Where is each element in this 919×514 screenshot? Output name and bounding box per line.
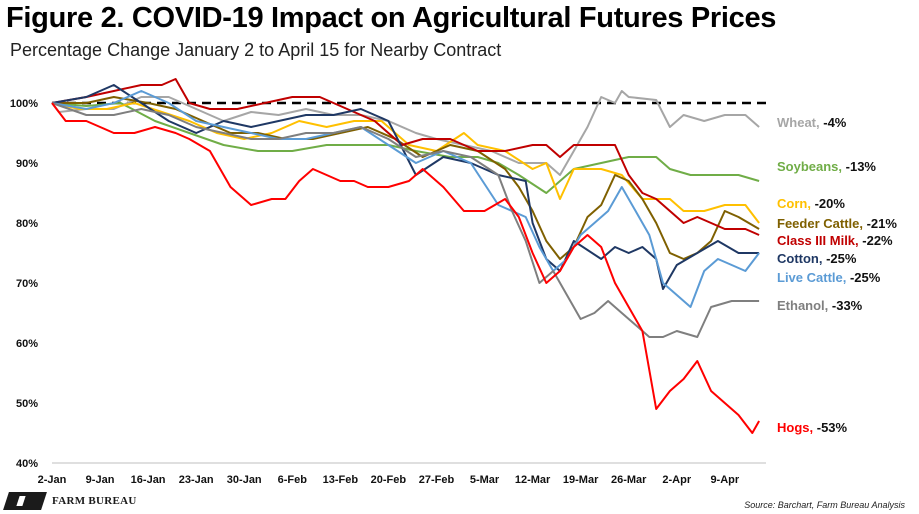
series-label-hogs: Hogs, -53% [777, 420, 848, 435]
x-tick-label: 30-Jan [227, 474, 262, 486]
x-tick-label: 16-Jan [131, 474, 166, 486]
chart-axes: 40% 50% 60% 70% 80% 90% 100% 2-Jan 9-Jan 16-Jan 23… [10, 98, 766, 486]
x-tick-label: 2-Jan [38, 474, 67, 486]
series-line-feeder-cattle [52, 96, 760, 260]
x-tick-label: 27-Feb [419, 474, 455, 486]
x-tick-label: 9-Jan [86, 474, 115, 486]
series-label-corn: Corn, -20% [777, 196, 845, 211]
x-tick-label: 23-Jan [179, 474, 214, 486]
series-label-ethanol: Ethanol, -33% [777, 298, 863, 313]
y-tick-label: 100% [10, 98, 38, 110]
series-label-cotton: Cotton, -25% [777, 251, 857, 266]
series-line-ethanol [51, 102, 760, 338]
x-tick-label: 13-Feb [323, 474, 359, 486]
chart-series-labels: Wheat, -4% Soybeans, -13% Corn, -20% Feeder… [777, 115, 897, 435]
series-line-corn [51, 102, 760, 224]
series-line-live-cattle [51, 90, 760, 308]
farm-bureau-logo: FARM BUREAU [3, 491, 137, 511]
x-tick-label: 6-Feb [278, 474, 308, 486]
x-tick-label: 19-Mar [563, 474, 599, 486]
series-label-wheat: Wheat, -4% [777, 115, 847, 130]
series-label-class-iii-milk: Class III Milk, -22% [777, 233, 893, 248]
y-tick-label: 80% [16, 218, 38, 230]
x-tick-label: 5-Mar [470, 474, 500, 486]
y-tick-label: 40% [16, 458, 38, 470]
x-tick-label: 9-Apr [710, 474, 739, 486]
series-line-wheat [51, 90, 760, 176]
farm-bureau-logo-icon [3, 492, 47, 510]
series-label-soybeans: Soybeans, -13% [777, 159, 876, 174]
series-label-feeder-cattle: Feeder Cattle, -21% [777, 216, 897, 231]
series-line-hogs [51, 102, 760, 434]
logo-text: FARM BUREAU [52, 495, 137, 507]
x-tick-label: 2-Apr [662, 474, 691, 486]
series-line-soybeans [51, 102, 760, 194]
series-label-live-cattle: Live Cattle, -25% [777, 270, 881, 285]
chart-title: Figure 2. COVID-19 Impact on Agricultura… [6, 2, 777, 34]
chart-series [51, 78, 760, 434]
x-tick-label: 20-Feb [371, 474, 407, 486]
source-note: Source: Barchart, Farm Bureau Analysis [744, 500, 905, 510]
x-tick-label: 26-Mar [611, 474, 647, 486]
y-tick-label: 90% [16, 158, 38, 170]
series-line-class-iii-milk [51, 78, 760, 236]
series-line-cotton [51, 84, 760, 290]
chart-subtitle: Percentage Change January 2 to April 15 … [10, 40, 502, 60]
y-tick-label: 60% [16, 338, 38, 350]
y-tick-label: 50% [16, 398, 38, 410]
x-tick-label: 12-Mar [515, 474, 551, 486]
y-tick-label: 70% [16, 278, 38, 290]
